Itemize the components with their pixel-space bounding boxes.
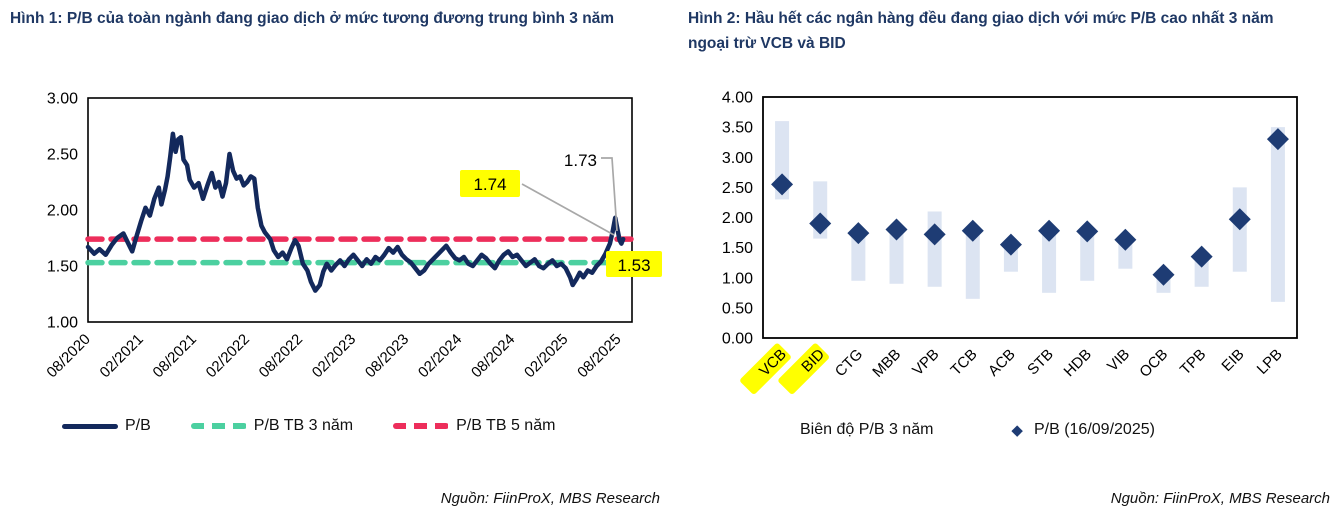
leader-line-174 xyxy=(521,183,615,236)
bank-label: VIB xyxy=(1104,346,1133,375)
callout-174-highlight xyxy=(460,170,520,197)
legend-label: P/B TB 3 năm xyxy=(253,417,354,434)
pb-diamond xyxy=(1038,219,1061,242)
pb-diamond xyxy=(999,233,1022,256)
y-tick-label: 2.00 xyxy=(722,210,753,227)
figure2-title: Hình 2: Hầu hết các ngân hàng đều đang g… xyxy=(688,10,1274,52)
x-tick-label: 02/2025 xyxy=(521,331,571,381)
pb-diamond xyxy=(847,222,870,245)
x-tick-label: 08/2020 xyxy=(43,331,93,381)
y-tick-label: 3.00 xyxy=(47,91,78,108)
pb-diamond xyxy=(1190,245,1213,268)
y-tick-label: 3.00 xyxy=(722,150,753,167)
y-tick-label: 2.50 xyxy=(47,147,78,164)
diamond-icon: ◆ xyxy=(1011,422,1023,439)
bank-label: LPB xyxy=(1254,346,1286,378)
pb-diamond xyxy=(771,173,794,196)
legend-label: Biên độ P/B 3 năm xyxy=(800,421,934,438)
x-tick-label: 02/2024 xyxy=(415,331,465,381)
pb-diamond xyxy=(1114,228,1137,251)
bank-label: EIB xyxy=(1218,346,1247,375)
bank-label: CTG xyxy=(832,346,866,380)
avg3-dash-swatch xyxy=(190,423,247,429)
range-bar xyxy=(851,230,866,281)
bank-label: HDB xyxy=(1061,346,1095,380)
x-tick-label: 08/2025 xyxy=(574,331,624,381)
bank-label-highlight xyxy=(778,343,829,395)
y-tick-label: 1.50 xyxy=(722,240,753,257)
plot-border xyxy=(762,96,1298,339)
pb-diamond xyxy=(809,212,832,235)
pb-diamond xyxy=(923,223,946,246)
leader-line-173 xyxy=(601,157,618,232)
pb-diamond xyxy=(961,219,984,242)
legend-item-avg3: P/B TB 3 năm xyxy=(190,417,354,435)
y-tick-label: 3.50 xyxy=(722,120,753,137)
y-tick-label: 0.00 xyxy=(722,331,753,348)
legend-item-pb: P/B xyxy=(62,417,151,435)
callout-avg5-value: 1.74 xyxy=(473,175,506,194)
y-tick-label: 0.50 xyxy=(722,300,753,317)
range-bar xyxy=(1042,228,1057,293)
x-tick-label: 08/2023 xyxy=(362,331,412,381)
figure1-legend: P/B P/B TB 3 năm P/B TB 5 năm xyxy=(62,417,555,435)
x-tick-label: 02/2022 xyxy=(203,331,253,381)
plot-border xyxy=(87,97,633,323)
bank-label: MBB xyxy=(869,346,904,381)
x-tick-label: 02/2021 xyxy=(97,331,147,381)
pb-diamond xyxy=(1152,263,1175,286)
pb-line xyxy=(85,131,626,293)
figure1-title: Hình 1: P/B của toàn ngành đang giao dịc… xyxy=(10,10,615,27)
legend-item-avg5: P/B TB 5 năm xyxy=(393,417,555,435)
legend-item-pb-diamond: ◆ P/B (16/09/2025) xyxy=(1011,421,1155,439)
bank-label: ACB xyxy=(985,346,1019,380)
y-tick-label: 2.00 xyxy=(47,203,78,220)
figure2-legend: Biên độ P/B 3 năm ◆ P/B (16/09/2025) xyxy=(800,421,1155,439)
y-tick-label: 1.50 xyxy=(47,259,78,276)
callout-153-highlight xyxy=(606,251,662,277)
x-tick-label: 08/2021 xyxy=(150,331,200,381)
legend-label: P/B xyxy=(125,417,151,434)
range-bar xyxy=(965,228,980,299)
bank-label-highlight xyxy=(740,343,791,395)
y-tick-label: 1.00 xyxy=(47,315,78,332)
bank-label: TCB xyxy=(947,346,980,379)
range-bar xyxy=(1080,229,1095,281)
pb-diamond xyxy=(1266,128,1289,151)
legend-label: P/B TB 5 năm xyxy=(456,417,556,434)
x-tick-label: 08/2022 xyxy=(256,331,306,381)
x-tick-label: 08/2024 xyxy=(468,331,518,381)
pb-diamond xyxy=(885,218,908,241)
bank-label: OCB xyxy=(1136,346,1171,381)
figure2-source: Nguồn: FiinProX, MBS Research xyxy=(1110,490,1330,507)
pb-diamond xyxy=(1228,208,1251,231)
figure1-source: Nguồn: FiinProX, MBS Research xyxy=(440,490,660,507)
bank-label: VPB xyxy=(909,346,942,379)
avg5-dash-swatch xyxy=(393,423,450,429)
bank-label: STB xyxy=(1024,346,1057,379)
range-bar xyxy=(889,226,904,284)
pb-diamond xyxy=(1076,220,1099,243)
y-tick-label: 4.00 xyxy=(722,90,753,107)
range-bar xyxy=(927,211,942,287)
pb-line-swatch xyxy=(62,423,118,429)
callout-avg3-value: 1.53 xyxy=(617,256,650,275)
y-tick-label: 2.50 xyxy=(722,180,753,197)
callout-end-value: 1.73 xyxy=(564,151,597,170)
legend-item-range: Biên độ P/B 3 năm xyxy=(800,421,933,439)
x-tick-label: 02/2023 xyxy=(309,331,359,381)
bank-label: TPB xyxy=(1177,346,1210,379)
range-bar xyxy=(1270,127,1285,302)
legend-label: P/B (16/09/2025) xyxy=(1033,421,1155,438)
y-tick-label: 1.00 xyxy=(722,270,753,287)
